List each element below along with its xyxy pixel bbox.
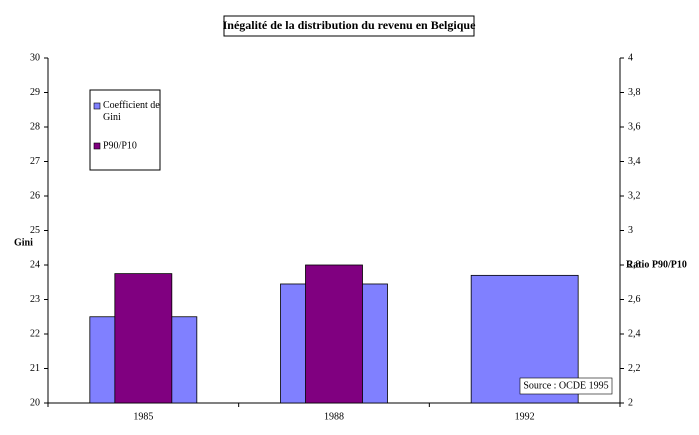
y-tick-label: 24 [30,259,40,270]
y2-tick-label: 3,2 [628,190,641,201]
y-tick-label: 23 [30,294,40,305]
y-axis-label: Gini [14,237,33,248]
y2-tick-label: 2,2 [628,363,641,374]
y2-tick-label: 3,4 [628,156,641,167]
legend-label: P90/P10 [103,140,137,151]
y-tick-label: 25 [30,225,40,236]
title-box [223,15,475,37]
y2-axis-label: Ratio P90/P10 [626,259,687,270]
y-tick-label: 30 [30,52,40,63]
legend-swatch [93,142,101,150]
annotation: Source : OCDE 1995 [523,380,608,391]
y-tick-label: 20 [30,397,40,408]
y-tick-label: 22 [30,328,40,339]
x-tick-label: 1988 [324,411,344,422]
chart-title: Inégalité de la distribution du revenu e… [223,18,476,32]
y-tick-label: 27 [30,156,40,167]
bar [114,273,173,404]
legend-box [89,89,161,171]
y2-tick-label: 2,4 [628,328,641,339]
y2-tick-label: 3,6 [628,121,641,132]
y-tick-label: 26 [30,190,40,201]
y2-tick-label: 2,6 [628,294,641,305]
x-tick-label: 1992 [515,411,535,422]
x-tick-label: 1985 [133,411,153,422]
y2-tick-label: 4 [628,52,633,63]
legend-swatch [93,102,101,110]
y2-tick-label: 2 [628,397,633,408]
y-tick-label: 28 [30,121,40,132]
bar [305,264,363,404]
legend-label: Coefficient de Gini [103,100,160,123]
annotation-box [519,377,613,395]
y2-tick-label: 2,8 [628,259,641,270]
y-tick-label: 21 [30,363,40,374]
y2-tick-label: 3 [628,225,633,236]
y2-tick-label: 3,8 [628,87,641,98]
y-tick-label: 29 [30,87,40,98]
